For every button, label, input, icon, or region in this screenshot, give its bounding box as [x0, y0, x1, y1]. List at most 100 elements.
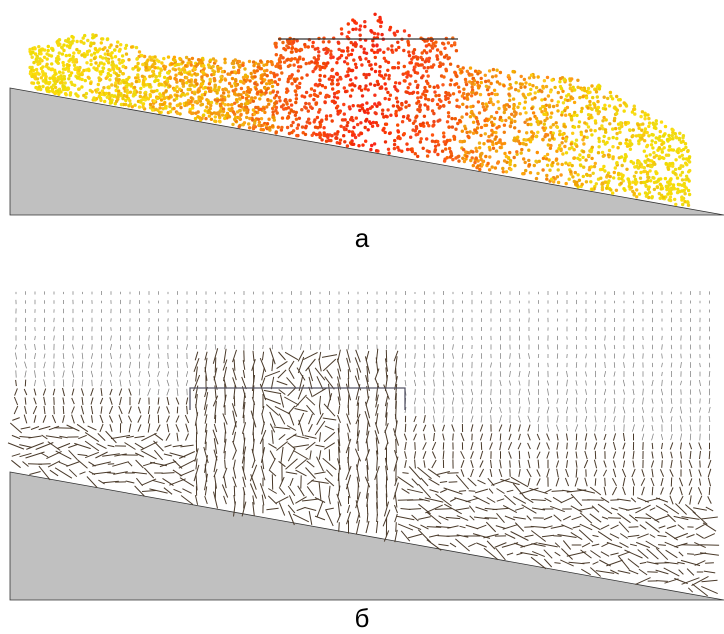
- particle: [580, 110, 583, 113]
- particle: [480, 77, 483, 80]
- particle: [644, 127, 647, 130]
- particle: [202, 113, 205, 116]
- velocity-vector: [289, 413, 294, 426]
- particle: [245, 109, 248, 112]
- particle: [209, 59, 212, 62]
- particle: [578, 158, 581, 161]
- velocity-vector: [144, 468, 153, 478]
- velocity-vector: [166, 433, 170, 440]
- velocity-vector: [289, 361, 294, 369]
- velocity-vector: [432, 452, 435, 459]
- particle: [646, 131, 649, 134]
- velocity-vector: [279, 414, 285, 425]
- particle: [427, 60, 430, 63]
- particle: [386, 91, 389, 94]
- particle: [45, 63, 48, 66]
- particle: [455, 75, 458, 78]
- velocity-vector: [614, 371, 615, 376]
- particle: [118, 49, 121, 52]
- particle: [245, 78, 248, 81]
- particle: [640, 129, 643, 132]
- particle: [126, 88, 129, 91]
- particle: [685, 157, 688, 160]
- velocity-vector: [180, 478, 194, 487]
- particle: [523, 106, 526, 109]
- particle: [295, 93, 298, 96]
- particle: [373, 94, 376, 97]
- velocity-vector: [129, 389, 131, 396]
- particle: [612, 136, 615, 139]
- particle: [253, 75, 256, 78]
- velocity-vector: [307, 405, 315, 415]
- particle: [591, 96, 594, 99]
- velocity-vector: [555, 552, 561, 556]
- particle: [570, 142, 573, 145]
- particle: [276, 83, 279, 86]
- particle: [351, 28, 354, 31]
- particle: [268, 82, 271, 85]
- particle: [277, 126, 280, 129]
- velocity-vector: [252, 460, 255, 468]
- particle: [487, 135, 490, 138]
- particle: [523, 78, 526, 81]
- particle: [209, 90, 212, 93]
- velocity-vector: [91, 388, 94, 396]
- velocity-vector: [365, 449, 369, 460]
- particle: [194, 80, 197, 83]
- particle: [257, 118, 260, 121]
- velocity-vector: [205, 496, 208, 504]
- velocity-vector: [632, 469, 635, 477]
- particle: [75, 40, 78, 43]
- velocity-vector: [481, 407, 482, 413]
- particle: [62, 67, 65, 70]
- particle: [100, 41, 103, 44]
- velocity-vector: [477, 525, 487, 529]
- particle: [108, 78, 111, 81]
- velocity-vector: [612, 487, 616, 495]
- particle: [643, 160, 646, 163]
- particle: [444, 147, 447, 150]
- particle: [439, 51, 442, 54]
- particle: [359, 121, 362, 124]
- particle: [637, 142, 640, 145]
- particle: [582, 166, 585, 169]
- velocity-vector: [205, 414, 207, 423]
- particle: [154, 108, 157, 111]
- particle: [423, 115, 426, 118]
- particle: [70, 71, 73, 74]
- particle: [541, 138, 544, 141]
- velocity-vector: [434, 407, 435, 414]
- particle: [339, 125, 342, 128]
- particle: [176, 94, 179, 97]
- particle: [344, 90, 347, 93]
- particle: [318, 78, 321, 81]
- particle: [578, 153, 581, 156]
- particle: [659, 130, 662, 133]
- particle: [313, 118, 316, 121]
- particle: [412, 52, 415, 55]
- velocity-vector: [456, 475, 468, 489]
- particle: [336, 130, 339, 133]
- velocity-vector: [443, 407, 444, 414]
- velocity-vector: [50, 470, 58, 476]
- velocity-vector: [82, 397, 83, 405]
- velocity-vector: [177, 380, 179, 387]
- particle: [581, 95, 584, 98]
- particle: [273, 118, 276, 121]
- particle: [47, 87, 50, 90]
- velocity-vector: [623, 433, 624, 441]
- particle: [415, 115, 418, 118]
- particle: [414, 152, 417, 155]
- velocity-vector: [317, 413, 324, 425]
- particle: [133, 86, 136, 89]
- velocity-vector: [598, 531, 612, 540]
- particle: [428, 85, 431, 88]
- velocity-vector: [81, 388, 83, 395]
- particle: [495, 149, 498, 152]
- particle: [673, 198, 676, 201]
- velocity-vector: [338, 415, 341, 423]
- velocity-vector: [443, 451, 444, 460]
- particle: [666, 166, 669, 169]
- particle: [402, 73, 405, 76]
- particle: [671, 134, 674, 137]
